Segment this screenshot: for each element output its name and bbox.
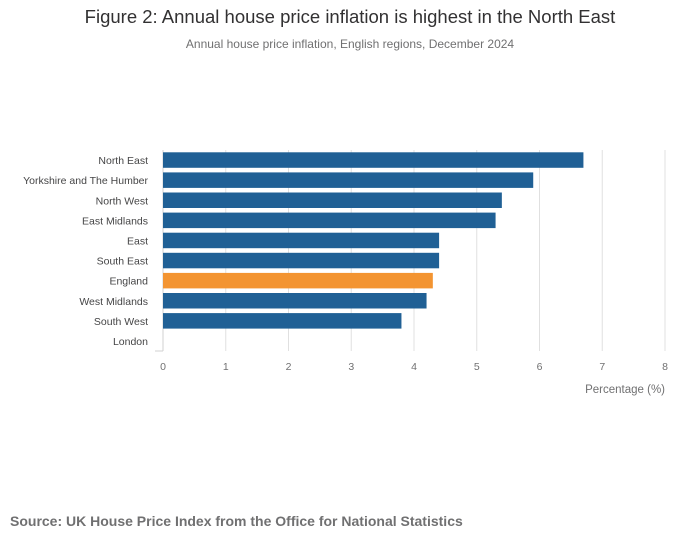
x-tick-label: 1 <box>223 361 229 373</box>
x-tick-label: 2 <box>286 361 292 373</box>
bar-england <box>163 272 433 289</box>
x-tick-label: 0 <box>160 361 166 373</box>
category-label: South West <box>94 316 148 328</box>
x-axis-label: Percentage (%) <box>585 384 665 396</box>
category-label: London <box>113 336 148 348</box>
bar-yorkshire-and-the-humber <box>163 172 534 188</box>
bar-west-midlands <box>163 293 427 309</box>
x-tick-label: 7 <box>599 361 605 373</box>
x-tick-label: 4 <box>411 361 417 373</box>
x-tick-label: 6 <box>537 361 543 373</box>
category-labels: North East Yorkshire and The Humber North … <box>23 155 148 348</box>
source-note: Source: UK House Price Index from the Of… <box>10 513 463 529</box>
category-label: England <box>109 276 148 288</box>
category-label: South East <box>97 256 148 268</box>
bar-east-midlands <box>163 212 496 229</box>
bar-east <box>163 232 440 249</box>
category-label: East <box>127 235 148 247</box>
x-tick-label: 5 <box>474 361 480 373</box>
bar-north-east <box>163 152 584 168</box>
category-label: West Midlands <box>79 296 148 308</box>
bar-north-west <box>163 192 502 208</box>
chart-title: Figure 2: Annual house price inflation i… <box>84 6 616 27</box>
bar-south-west <box>163 313 402 329</box>
category-label: East Midlands <box>82 215 148 227</box>
bars <box>163 152 584 329</box>
x-tick-label: 8 <box>662 361 668 373</box>
x-tick-labels: 0 1 2 3 4 5 6 7 8 <box>160 361 668 373</box>
category-label: Yorkshire and The Humber <box>23 175 148 187</box>
category-label: North West <box>96 195 148 207</box>
chart-subtitle: Annual house price inflation, English re… <box>185 37 515 51</box>
bar-south-east <box>163 252 440 269</box>
category-label: North East <box>98 155 148 167</box>
x-tick-label: 3 <box>348 361 354 373</box>
